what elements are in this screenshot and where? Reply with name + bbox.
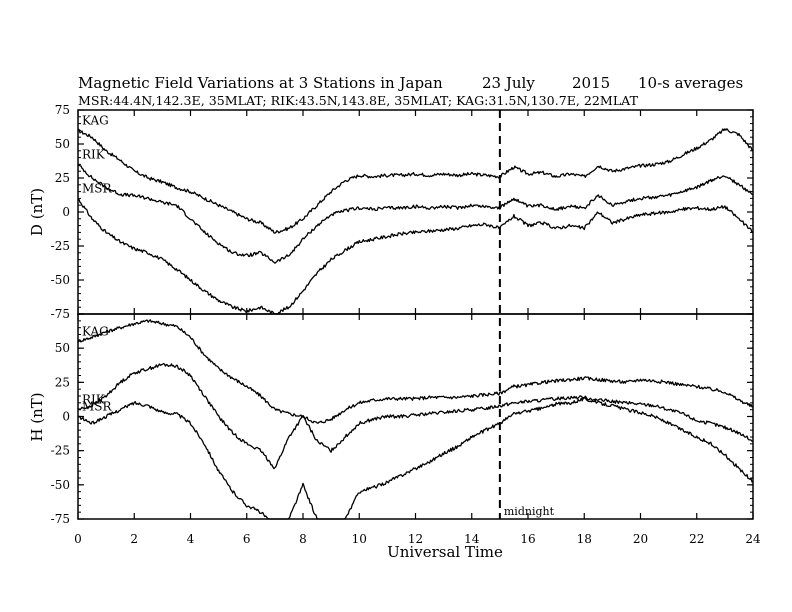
station-label-rik: RIK [82,393,106,407]
series-kag-h [77,319,753,424]
x-tick-label: 18 [577,532,592,546]
y-tick-label: -50 [51,273,70,287]
series-rik-d [77,163,753,264]
y-tick-label: 50 [55,137,70,151]
series-kag-d [77,128,754,234]
x-tick-label: 8 [299,532,307,546]
x-tick-label: 10 [352,532,367,546]
x-tick-label: 22 [689,532,704,546]
figure-averaging: 10-s averages [638,74,743,92]
h-axis-label: H (nT) [28,392,46,441]
y-tick-label: 50 [55,341,70,355]
y-tick-label: -25 [51,444,70,458]
y-tick-label: 25 [55,375,70,389]
d-component-panel: 75 50 25 0 -25 -50 -75 KAG RIK MSR [51,103,754,321]
series-rik-h [77,362,754,470]
y-tick-label: 0 [62,205,70,219]
series-msr-h [77,396,754,520]
station-label-rik: RIK [82,147,106,161]
series-msr-d [77,198,754,315]
x-tick-label: 12 [408,532,423,546]
midnight-label: midnight [504,505,555,518]
station-label-kag: KAG [82,113,109,127]
x-tick-label: 24 [745,532,761,546]
x-tick-label: 6 [243,532,251,546]
d-axis-label: D (nT) [28,188,46,236]
station-label-kag: KAG [82,324,109,338]
x-tick-label: 14 [464,532,480,546]
figure-title: Magnetic Field Variations at 3 Stations … [78,74,443,92]
y-tick-label: 0 [62,410,70,424]
x-axis-label: Universal Time [387,543,503,561]
y-tick-label: -25 [51,239,70,253]
figure-year: 2015 [572,74,610,92]
h-panel-frame [77,313,754,520]
y-tick-label: 25 [55,171,70,185]
x-tick-label: 0 [74,532,82,546]
y-tick-label: 75 [55,103,70,117]
y-tick-label: -50 [51,478,70,492]
y-tick-label: -75 [51,307,70,321]
x-axis: 0 2 4 6 8 10 12 14 16 18 20 22 24 [74,532,761,546]
x-tick-label: 16 [520,532,535,546]
station-label-msr: MSR [82,181,113,195]
station-coordinates: MSR:44.4N,142.3E, 35MLAT; RIK:43.5N,143.… [78,94,638,108]
x-tick-label: 2 [130,532,138,546]
x-tick-label: 4 [187,532,195,546]
x-tick-label: 20 [633,532,648,546]
y-tick-label: -75 [51,512,70,526]
station-label-msr: MSR [82,400,113,414]
figure-date: 23 July [482,74,535,92]
